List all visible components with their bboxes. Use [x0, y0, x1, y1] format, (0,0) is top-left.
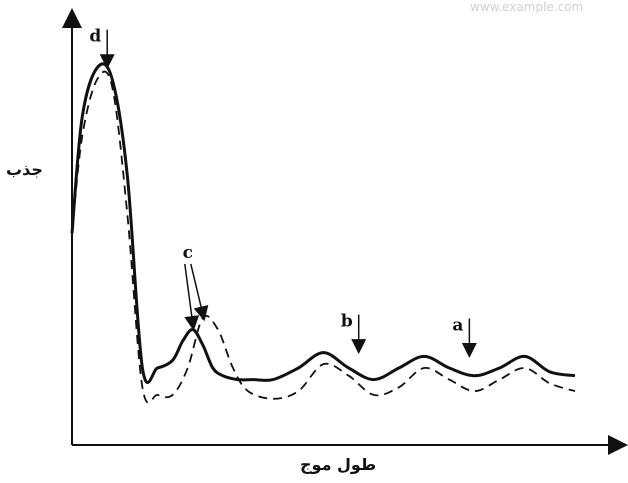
annotation-label-b: b: [341, 312, 353, 332]
chart-series: [70, 62, 576, 404]
annotation-arrow-c-2: [190, 263, 209, 322]
series-line-solid: [70, 62, 576, 385]
annotation-d: d: [89, 27, 115, 70]
chart-axes: [62, 8, 628, 455]
annotation-a: a: [452, 315, 477, 358]
annotation-b: b: [341, 312, 367, 355]
annotation-c: c: [183, 243, 209, 331]
chart-annotations: d c b a: [89, 27, 477, 358]
annotation-arrow-c-1: [184, 263, 200, 331]
annotation-label-d: d: [89, 27, 101, 47]
y-axis-label: جذب: [6, 160, 43, 179]
watermark-text: www.example.com: [470, 0, 584, 14]
x-axis-label: طول موج: [300, 455, 377, 474]
series-line-dashed: [71, 70, 576, 404]
annotation-label-c: c: [183, 243, 193, 263]
annotation-label-a: a: [452, 315, 463, 335]
